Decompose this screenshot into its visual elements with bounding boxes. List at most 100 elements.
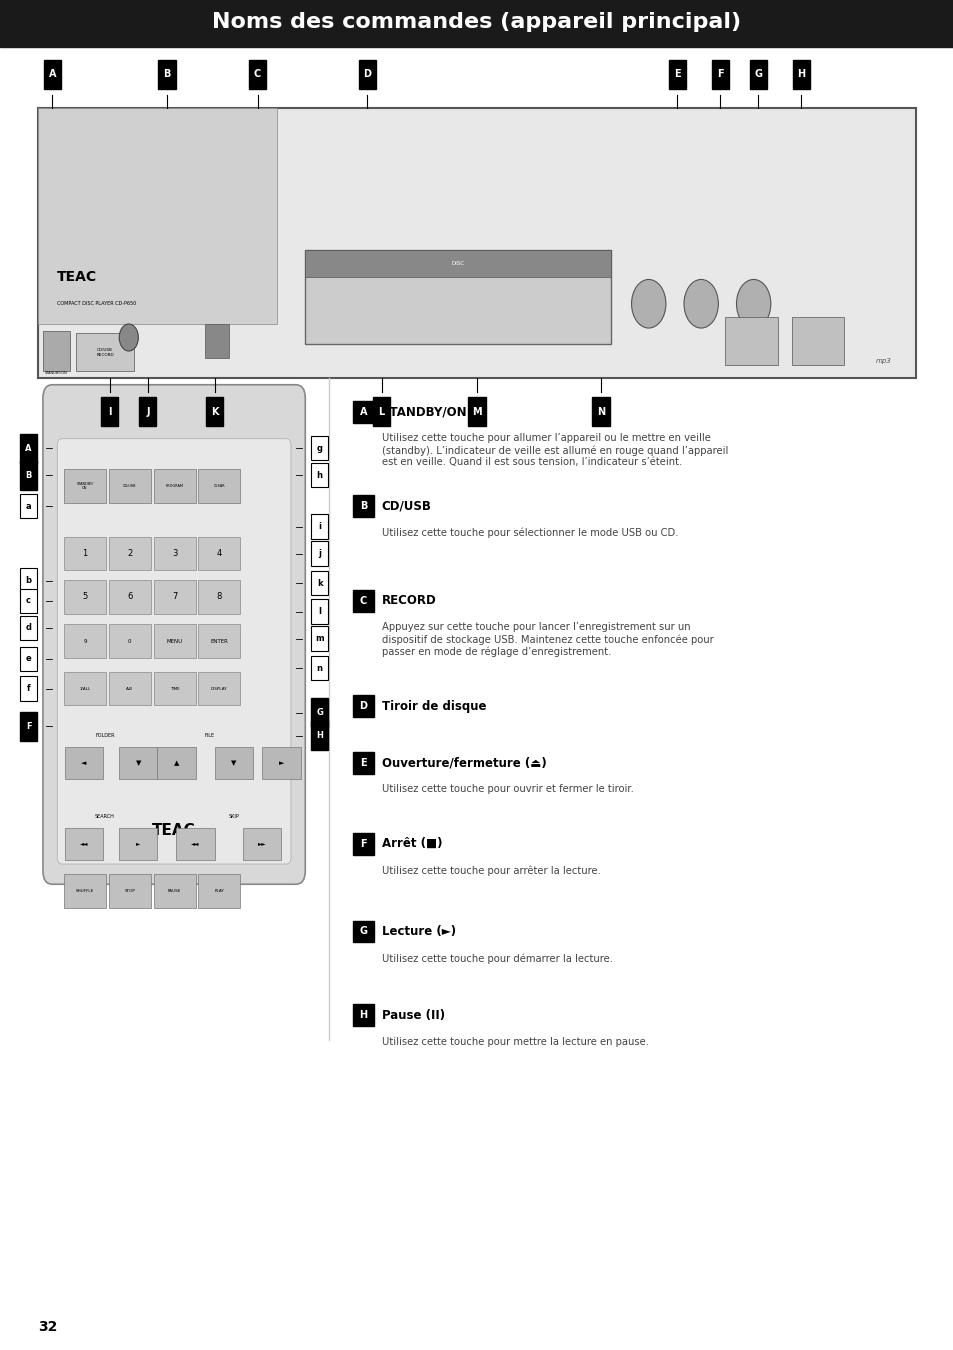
Text: D: D	[363, 69, 371, 80]
Bar	[109, 537, 151, 570]
Text: a: a	[26, 502, 31, 510]
Text: H: H	[359, 1010, 367, 1021]
Text: ▼: ▼	[135, 760, 141, 765]
Text: 2: 2	[127, 549, 132, 558]
Bar	[157, 747, 195, 779]
Bar	[153, 875, 195, 909]
Text: Utilisez cette touche pour allumer l’appareil ou le mettre en veille
(standby). : Utilisez cette touche pour allumer l’app…	[381, 433, 727, 467]
Bar	[353, 752, 374, 774]
Text: l: l	[317, 608, 321, 616]
Text: g: g	[316, 444, 322, 452]
Bar	[20, 568, 37, 593]
Text: 1: 1	[82, 549, 88, 558]
Text: M: M	[472, 406, 481, 417]
Bar	[20, 589, 37, 613]
Circle shape	[683, 279, 718, 328]
Text: j: j	[317, 549, 321, 558]
Bar	[43, 331, 70, 371]
Bar	[724, 317, 777, 365]
Bar	[198, 625, 240, 659]
Text: A: A	[359, 406, 367, 417]
Text: Utilisez cette touche pour arrêter la lecture.: Utilisez cette touche pour arrêter la le…	[381, 865, 599, 876]
Text: ▼: ▼	[231, 760, 236, 765]
Bar	[311, 436, 328, 460]
Bar	[792, 59, 809, 89]
Bar	[668, 59, 685, 89]
Bar	[153, 537, 195, 570]
Text: STANDBY/ON: STANDBY/ON	[381, 405, 467, 418]
Bar	[109, 672, 151, 705]
Bar	[311, 541, 328, 566]
Text: Lecture (►): Lecture (►)	[381, 925, 456, 938]
Text: TEAC: TEAC	[152, 822, 195, 838]
Text: PROGRAM: PROGRAM	[166, 485, 183, 487]
Text: F: F	[717, 69, 722, 80]
Text: k: k	[316, 579, 322, 587]
Bar	[20, 676, 37, 701]
Text: FILE: FILE	[205, 733, 214, 738]
Text: ►►: ►►	[258, 841, 266, 846]
Bar	[198, 875, 240, 909]
Bar	[20, 494, 37, 518]
Text: A: A	[26, 444, 31, 452]
Text: 4: 4	[216, 549, 222, 558]
Bar	[353, 495, 374, 517]
Text: C: C	[253, 69, 261, 80]
Text: E: E	[360, 757, 366, 768]
Bar	[214, 747, 253, 779]
Text: Utilisez cette touche pour ouvrir et fermer le tiroir.: Utilisez cette touche pour ouvrir et fer…	[381, 784, 633, 794]
Bar	[791, 317, 843, 365]
Bar	[64, 580, 106, 613]
Text: 9: 9	[83, 639, 87, 644]
Text: CLEAR: CLEAR	[213, 485, 225, 487]
Bar	[20, 711, 37, 741]
Text: 3: 3	[172, 549, 177, 558]
Text: PAUSE: PAUSE	[168, 890, 181, 892]
Text: RECORD: RECORD	[381, 594, 436, 608]
Text: J: J	[146, 406, 150, 417]
Text: MENU: MENU	[167, 639, 182, 644]
Bar	[373, 397, 390, 427]
Text: Utilisez cette touche pour mettre la lecture en pause.: Utilisez cette touche pour mettre la lec…	[381, 1037, 648, 1046]
Text: TIME: TIME	[170, 687, 179, 690]
Text: F: F	[26, 722, 31, 730]
Bar	[64, 672, 106, 705]
Bar	[353, 401, 374, 423]
Bar	[353, 695, 374, 717]
Bar	[153, 580, 195, 613]
Text: m: m	[314, 634, 324, 643]
Bar	[64, 875, 106, 909]
Text: Utilisez cette touche pour démarrer la lecture.: Utilisez cette touche pour démarrer la l…	[381, 953, 612, 964]
Text: 32: 32	[38, 1320, 57, 1334]
Text: E: E	[674, 69, 679, 80]
Text: Tiroir de disque: Tiroir de disque	[381, 699, 486, 713]
Text: F: F	[360, 838, 366, 849]
Bar	[139, 397, 156, 427]
Text: H: H	[315, 732, 323, 740]
Text: DISPLAY: DISPLAY	[211, 687, 228, 690]
Text: SEARCH: SEARCH	[95, 814, 114, 819]
Bar	[262, 747, 300, 779]
Text: PLAY: PLAY	[214, 890, 224, 892]
Text: d: d	[26, 624, 31, 632]
Bar	[153, 625, 195, 659]
Text: CD/USB
RECORD: CD/USB RECORD	[96, 348, 113, 356]
Text: 8: 8	[216, 593, 222, 601]
Bar	[198, 537, 240, 570]
Text: SHUFFLE: SHUFFLE	[75, 890, 94, 892]
Bar	[153, 672, 195, 705]
Bar	[311, 721, 328, 751]
Bar	[20, 647, 37, 671]
Bar	[311, 599, 328, 624]
Text: H: H	[797, 69, 804, 80]
Text: 0: 0	[128, 639, 132, 644]
Text: N: N	[597, 406, 604, 417]
Bar	[20, 460, 37, 490]
Text: i: i	[317, 522, 321, 531]
Bar	[205, 324, 229, 358]
Bar	[353, 921, 374, 942]
Bar	[353, 590, 374, 612]
Text: Pause (II): Pause (II)	[381, 1008, 444, 1022]
Bar	[64, 625, 106, 659]
Text: STANDBY/
ON: STANDBY/ ON	[76, 482, 93, 490]
